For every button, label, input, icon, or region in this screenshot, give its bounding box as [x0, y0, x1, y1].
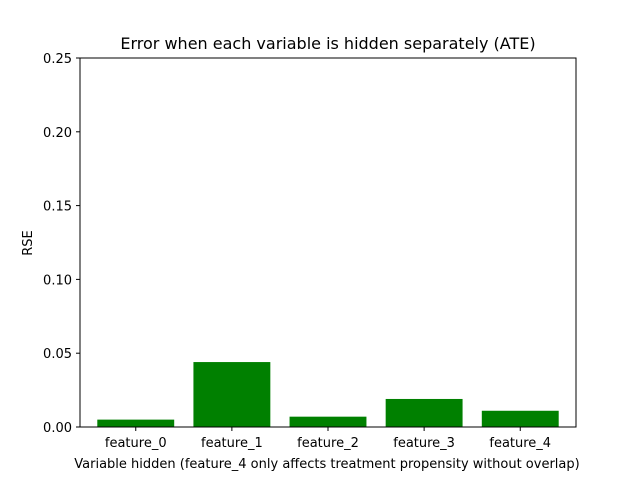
y-tick-label: 0.10 [43, 273, 72, 288]
x-tick-label: feature_2 [297, 436, 359, 451]
bar-feature_2 [289, 416, 367, 427]
bar-feature_4 [481, 410, 559, 427]
y-axis-label: RSE [21, 230, 36, 256]
plot-frame [79, 57, 577, 428]
y-tick-label: 0.05 [43, 347, 72, 362]
chart-title: Error when each variable is hidden separ… [120, 34, 535, 53]
y-tick-label: 0.25 [43, 52, 72, 67]
x-tick-label: feature_0 [105, 436, 167, 451]
y-tick-label: 0.00 [43, 421, 72, 436]
x-tick-label: feature_4 [489, 436, 551, 451]
bar-feature_3 [385, 398, 463, 427]
bar-feature_0 [97, 419, 175, 427]
x-axis-label: Variable hidden (feature_4 only affects … [74, 457, 579, 472]
x-tick-label: feature_1 [201, 436, 263, 451]
y-tick-label: 0.15 [43, 200, 72, 215]
y-axis: 0.00 0.05 0.10 0.15 0.20 0.25 [43, 52, 80, 436]
y-tick-label: 0.20 [43, 126, 72, 141]
x-tick-label: feature_3 [393, 436, 455, 451]
x-axis: feature_0 feature_1 feature_2 feature_3 feat… [105, 427, 551, 451]
bars-layer [97, 362, 559, 427]
bar-feature_1 [193, 362, 271, 427]
